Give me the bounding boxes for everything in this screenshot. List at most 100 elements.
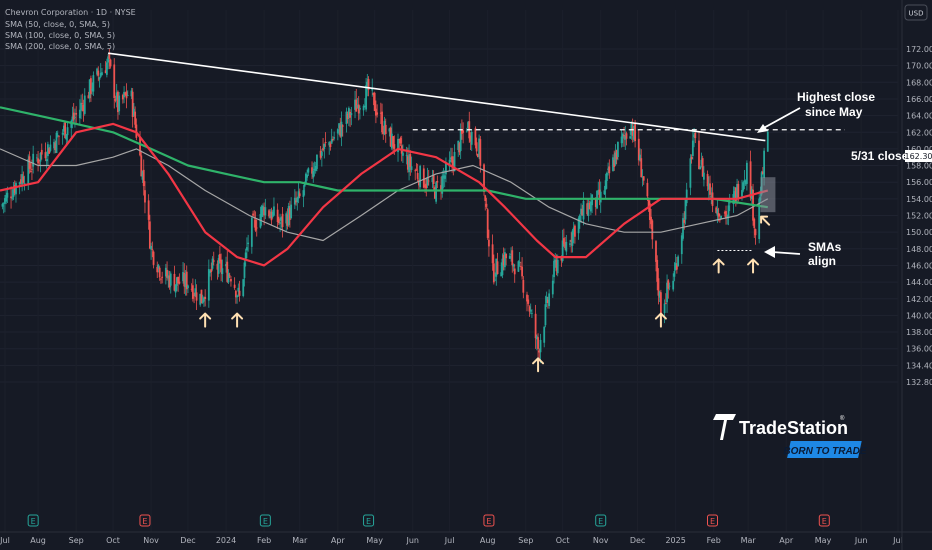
candle-body — [207, 269, 210, 301]
y-tick-label: 148.00 — [906, 245, 932, 254]
candle-body — [741, 190, 743, 197]
y-tick-label: 140.00 — [906, 311, 932, 320]
candle-body — [707, 183, 710, 190]
candle-body — [47, 144, 49, 157]
candle-body — [173, 273, 176, 291]
x-tick-label: Nov — [593, 536, 609, 545]
arrow-shape — [712, 258, 725, 274]
candle-body — [597, 190, 600, 192]
candle-body — [544, 304, 547, 326]
candle-body — [359, 107, 361, 110]
earnings-marker-icon: E — [818, 514, 830, 527]
candle-body — [641, 176, 644, 178]
candle-body — [457, 140, 460, 150]
candle-body — [166, 269, 168, 278]
candle-body — [354, 99, 356, 110]
candle-body — [238, 290, 241, 296]
candle-body — [289, 207, 291, 220]
candle-body — [28, 156, 31, 169]
candle-body — [736, 184, 738, 200]
candle-body — [416, 172, 419, 179]
candle-body — [733, 191, 736, 199]
candle-body — [526, 294, 528, 302]
y-tick-label: 162.00 — [906, 128, 932, 137]
candle-body — [728, 202, 731, 204]
candle-body — [667, 280, 670, 289]
candle-body — [263, 207, 266, 216]
candle-body — [440, 185, 442, 190]
y-tick-label: 136.00 — [906, 345, 932, 354]
candle-body — [580, 208, 582, 215]
candle-body — [682, 218, 684, 239]
y-tick-label: 160.00 — [906, 145, 932, 154]
candle-body — [277, 218, 280, 223]
candle-body — [225, 264, 227, 267]
candle-body — [485, 203, 488, 207]
candle-body — [608, 166, 611, 174]
candle-body — [693, 134, 695, 138]
candle-body — [459, 130, 462, 151]
candle-body — [336, 129, 339, 134]
candle-body — [625, 133, 628, 139]
y-tick-label: 150.00 — [906, 228, 932, 237]
candle-body — [45, 159, 48, 162]
arrowhead-smas-icon — [764, 246, 775, 258]
candle-body — [10, 196, 12, 199]
candle-body — [700, 159, 703, 165]
candle-body — [432, 175, 435, 184]
annotation-highest-line1: Highest close — [797, 90, 875, 104]
earnings-marker-letter: E — [263, 517, 268, 526]
annotation-smas-line1: SMAs — [808, 240, 842, 254]
candle-body — [195, 292, 198, 301]
candle-body — [406, 156, 409, 170]
candle-body — [204, 296, 207, 299]
candle-body — [674, 263, 677, 271]
candle-body — [316, 154, 318, 169]
candle-body — [35, 157, 38, 159]
candle-body — [113, 64, 116, 99]
y-tick-label: 144.00 — [906, 278, 932, 287]
candle-body — [194, 288, 197, 297]
candle-body — [237, 287, 240, 292]
candle-body — [230, 278, 232, 282]
candle-body — [427, 180, 430, 182]
sma100-line — [0, 148, 769, 242]
candle-body — [83, 95, 86, 114]
candle-body — [64, 122, 67, 138]
candle-body — [323, 143, 326, 149]
candle-body — [15, 182, 17, 195]
price-label-text: 162.30 — [905, 152, 932, 161]
candle-body — [448, 159, 451, 167]
candle-body — [362, 105, 365, 111]
candle-body — [346, 113, 349, 119]
earnings-marker-icon: E — [483, 514, 495, 527]
candle-body — [221, 268, 224, 275]
up-arrow-icon — [760, 215, 771, 226]
candle-body — [699, 166, 702, 170]
candle-body — [184, 274, 187, 288]
candle-body — [535, 336, 538, 340]
annotation-highest-line2: since May — [805, 105, 863, 119]
candle-body — [271, 212, 274, 218]
candle-body — [114, 99, 117, 101]
candle-body — [658, 291, 661, 298]
candle-body — [451, 156, 453, 163]
candle-body — [314, 165, 317, 171]
candle-body — [689, 158, 692, 188]
candle-body — [373, 92, 376, 111]
candle-body — [709, 183, 711, 195]
candle-body — [668, 285, 671, 287]
candle-body — [13, 185, 16, 193]
candle-body — [164, 267, 167, 277]
candle-body — [743, 180, 746, 183]
candle-body — [55, 132, 58, 154]
candle-body — [269, 215, 272, 219]
candles — [1, 48, 769, 364]
candle-body — [54, 143, 57, 151]
candle-body — [694, 132, 697, 139]
candle-body — [647, 200, 650, 208]
candle-body — [242, 279, 245, 297]
currency-button[interactable]: USD — [904, 4, 928, 21]
candle-body — [134, 111, 137, 125]
